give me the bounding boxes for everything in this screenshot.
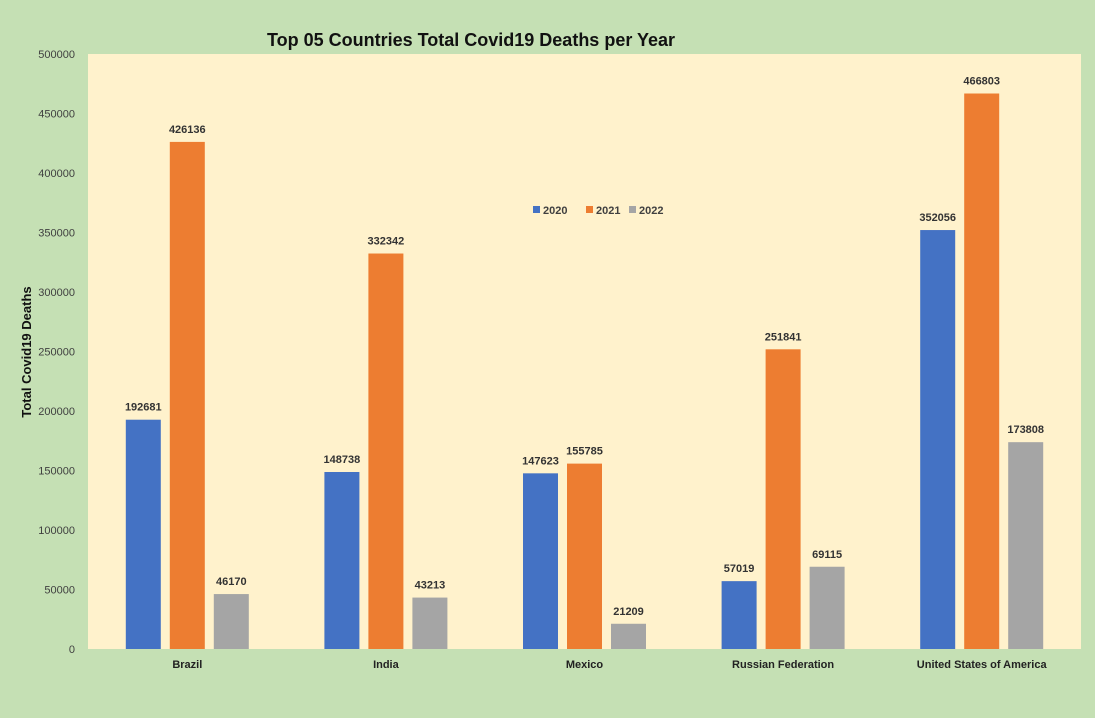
data-labels-group: 192681 426136 46170 148738 332342 43213 147623… (125, 76, 1044, 618)
bar-2020 (920, 230, 956, 650)
data-label: 192681 (125, 402, 162, 414)
data-label: 251841 (765, 331, 802, 343)
y-tick-label: 250000 (38, 347, 75, 359)
y-tick-label: 100000 (38, 525, 75, 537)
bar-2020 (324, 472, 360, 649)
y-tick-label: 400000 (38, 168, 75, 180)
bar-2022 (1008, 442, 1044, 649)
bar-2021 (964, 93, 1000, 649)
bar-2021 (368, 253, 404, 650)
bar-2022 (809, 566, 845, 649)
data-label: 43213 (415, 580, 446, 592)
legend-label: 2020 (543, 205, 567, 217)
data-label: 173808 (1007, 424, 1044, 436)
bar-2021 (567, 463, 602, 649)
y-tick-label: 300000 (38, 287, 75, 299)
y-axis-title: Total Covid19 Deaths (19, 286, 34, 417)
y-tick-label: 50000 (44, 585, 75, 597)
data-label: 332342 (368, 236, 405, 248)
y-tick-label: 200000 (38, 406, 75, 418)
data-label: 147623 (522, 455, 559, 467)
y-tick-label: 450000 (38, 109, 75, 121)
legend-label: 2021 (596, 205, 620, 217)
data-label: 155785 (566, 446, 603, 458)
x-tick-label: Russian Federation (732, 659, 834, 671)
data-label: 46170 (216, 576, 247, 588)
bar-2020 (523, 473, 558, 649)
bar-2022 (412, 597, 448, 649)
bar-2020 (125, 419, 161, 649)
bar-2020 (721, 581, 757, 649)
x-tick-label: Brazil (172, 659, 202, 671)
bar-2021 (765, 349, 801, 649)
data-label: 21209 (613, 606, 644, 618)
data-label: 426136 (169, 124, 206, 136)
x-axis: Brazil India Mexico Russian Federation Unite… (172, 659, 1047, 671)
data-label: 352056 (919, 212, 956, 224)
x-tick-label: United States of America (917, 659, 1048, 671)
bar-2022 (213, 594, 249, 649)
y-axis: 0 50000 100000 150000 200000 250000 300000 3500… (38, 49, 75, 656)
x-tick-label: India (373, 659, 400, 671)
bar-2021 (169, 141, 205, 649)
legend-label: 2022 (639, 205, 663, 217)
legend-swatch-2022 (629, 206, 636, 213)
data-label: 69115 (812, 549, 842, 561)
data-label: 148738 (324, 454, 361, 466)
y-tick-label: 500000 (38, 49, 75, 61)
y-tick-label: 0 (69, 644, 75, 656)
data-label: 466803 (963, 76, 1000, 88)
bars-group (125, 93, 1044, 650)
bar-2022 (611, 623, 646, 649)
legend-swatch-2020 (533, 206, 540, 213)
y-tick-label: 350000 (38, 228, 75, 240)
y-tick-label: 150000 (38, 466, 75, 478)
data-label: 57019 (724, 563, 755, 575)
chart-title: Top 05 Countries Total Covid19 Deaths pe… (267, 30, 675, 50)
legend-swatch-2021 (586, 206, 593, 213)
legend: 2020 2021 2022 (533, 205, 663, 217)
x-tick-label: Mexico (566, 659, 604, 671)
